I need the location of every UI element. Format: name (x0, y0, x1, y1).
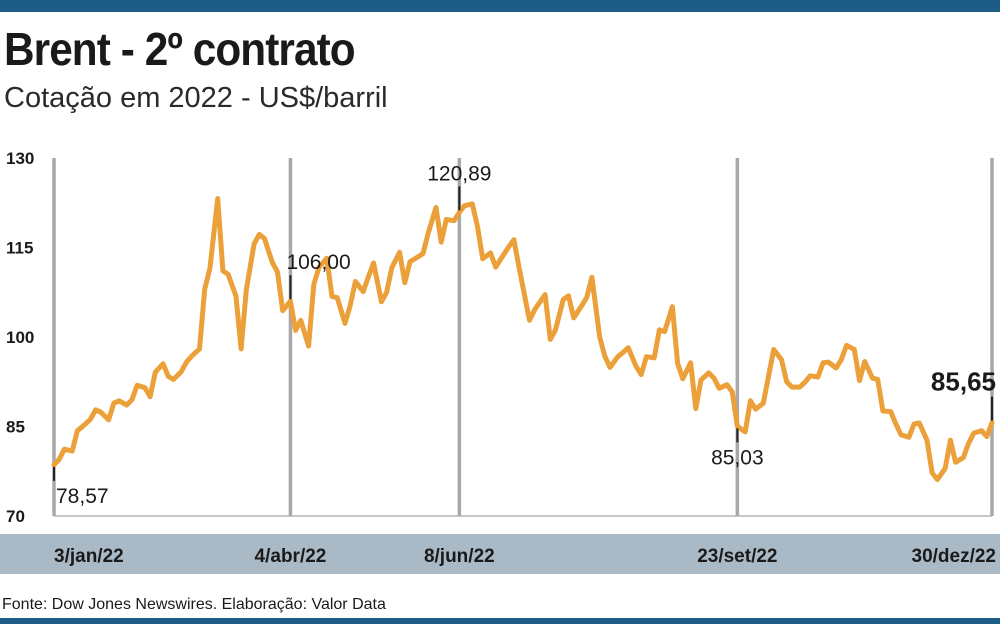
annotation-label: 106,00 (286, 251, 350, 274)
y-tick-label: 85 (6, 418, 25, 437)
price-series-line (51, 196, 995, 483)
y-tick-label: 100 (6, 328, 34, 347)
chart-title: Brent - 2º contrato (4, 23, 356, 75)
top-accent-bar (0, 0, 1000, 12)
annotation-label: 85,65 (931, 367, 996, 397)
x-date-label: 3/jan/22 (54, 546, 124, 567)
x-date-label: 23/set/22 (697, 546, 777, 567)
price-line-chart: 130 115 100 85 70 78,57 106,00 120,89 85,03 85,6… (0, 149, 1000, 574)
annotation-label: 120,89 (427, 162, 491, 185)
x-date-label: 30/dez/22 (912, 546, 997, 567)
chart-subtitle: Cotação em 2022 - US$/barril (4, 82, 388, 114)
x-axis-band (0, 534, 1000, 574)
source-note: Fonte: Dow Jones Newswires. Elaboração: … (2, 596, 386, 613)
annotation-label: 78,57 (56, 485, 109, 508)
y-tick-label: 130 (6, 149, 34, 168)
x-date-label: 8/jun/22 (424, 546, 495, 567)
bottom-accent-bar (0, 618, 1000, 624)
annotation-label: 85,03 (711, 446, 764, 469)
y-tick-label: 70 (6, 507, 25, 526)
x-date-label: 4/abr/22 (255, 546, 327, 567)
y-tick-label: 115 (6, 239, 33, 258)
